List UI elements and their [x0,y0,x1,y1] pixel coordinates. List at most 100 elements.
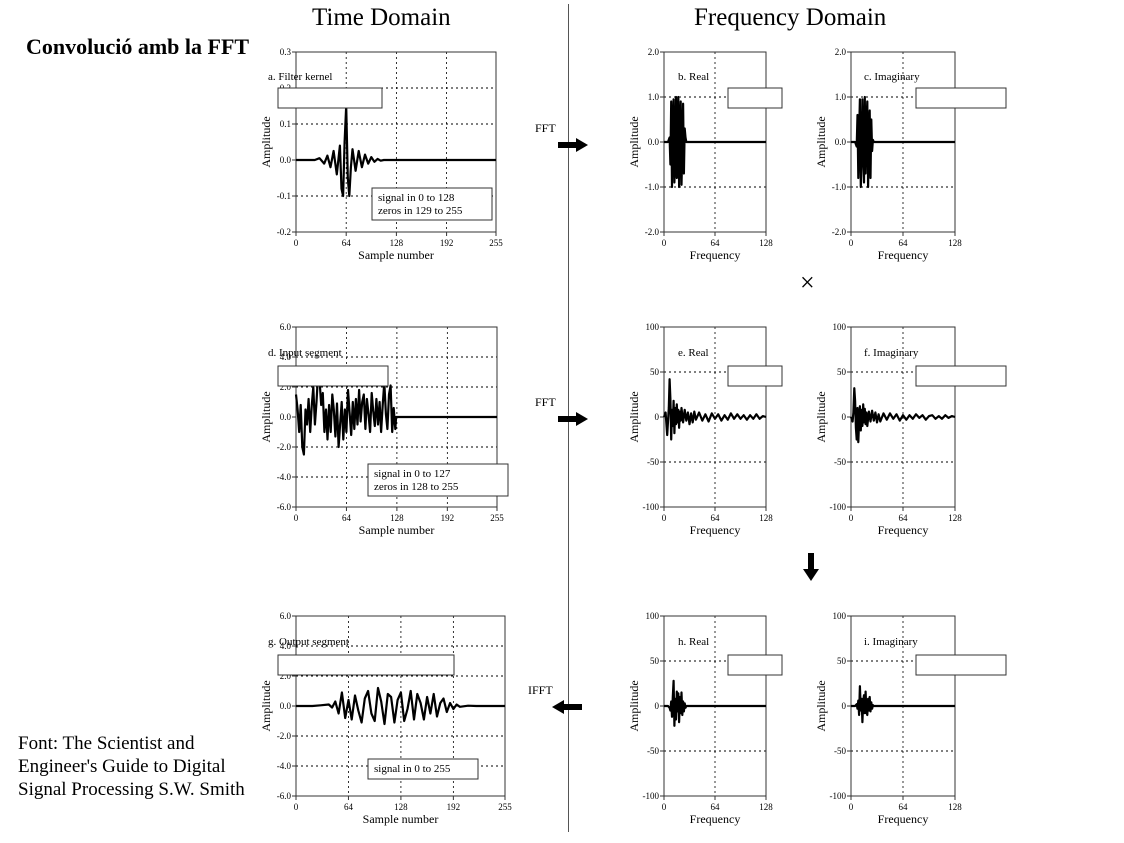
y-tick-label: -50 [834,746,846,756]
slide-title: Convolució amb la FFT [26,34,250,59]
panel-label: b. Real [678,71,709,83]
x-tick-label: 0 [849,802,854,812]
y-tick-label: -2.0 [277,731,292,741]
x-tick-label: 128 [390,238,404,248]
panel-label: c. Imaginary [864,71,920,83]
data-series-line [664,95,766,189]
x-tick-label: 64 [342,238,352,248]
y-tick-label: 0 [842,412,847,422]
x-tick-label: 64 [711,802,721,812]
chart-input-segment: -6.0 -4.0 -2.0 0.0 2.0 4.0 6.0 0 64 128 192 255 Samp… [259,322,509,537]
panel-label-box [915,87,1007,109]
y-axis-label: Amplitude [627,391,641,442]
panel-label-box [915,365,1007,387]
y-axis-label: Amplitude [259,680,273,731]
y-tick-label: -0.2 [277,227,291,237]
x-axis-label: Sample number [363,812,439,826]
multiply-symbol: × [800,268,815,297]
chart-kernel-imaginary: -2.0 -1.0 0.0 1.0 2.0 0 64 128 Frequency Amplitud… [814,47,1007,262]
panel-label-box [915,654,1007,676]
panel-label: i. Imaginary [864,636,918,648]
note-text: signal in 0 to 128 [378,192,455,204]
y-tick-label: 100 [833,322,847,332]
y-tick-label: -100 [830,502,847,512]
y-tick-label: 2.0 [648,47,660,57]
y-tick-label: 0 [655,412,660,422]
x-tick-label: 64 [899,513,909,523]
note-text: signal in 0 to 127 [374,468,451,480]
x-tick-label: 128 [759,802,773,812]
y-tick-label: -2.0 [277,442,292,452]
x-tick-label: 0 [294,238,299,248]
y-tick-label: -6.0 [277,502,292,512]
chart-kernel-real: -2.0 -1.0 0.0 1.0 2.0 0 64 128 Frequency Amplitud… [627,47,783,262]
panel-label: g. Output segment [268,636,349,648]
time-domain-heading: Time Domain [312,4,451,31]
arrow-right-icon [558,138,588,152]
panel-label: f. Imaginary [864,347,919,359]
y-tick-label: -50 [834,457,846,467]
y-tick-label: 0 [842,701,847,711]
x-tick-label: 255 [498,802,512,812]
x-tick-label: 255 [490,513,504,523]
x-tick-label: 192 [447,802,461,812]
x-axis-label: Frequency [878,523,929,537]
note-text: zeros in 128 to 255 [374,481,459,493]
x-tick-label: 255 [489,238,503,248]
y-tick-label: -6.0 [277,791,292,801]
y-tick-label: -4.0 [277,761,292,771]
frequency-domain-heading: Frequency Domain [694,4,887,31]
data-series-line [849,387,956,444]
x-axis-label: Frequency [690,523,741,537]
panel-label-box [727,365,783,387]
y-tick-label: -50 [647,746,659,756]
y-tick-label: 0.0 [280,701,292,711]
fft-label-middle: FFT [535,395,556,409]
chart-output-segment: -6.0 -4.0 -2.0 0.0 2.0 4.0 6.0 0 64 128 192 255 Samp… [259,611,512,826]
x-axis-label: Sample number [358,248,434,262]
data-series-line [294,372,497,456]
y-axis-label: Amplitude [814,391,828,442]
y-tick-label: 4.0 [280,641,292,651]
panel-label-box [277,654,455,676]
x-axis-label: Frequency [878,248,929,262]
y-tick-label: 0.0 [835,137,847,147]
y-tick-label: -100 [830,791,847,801]
y-tick-label: 6.0 [280,611,292,621]
y-tick-label: 4.0 [280,352,292,362]
y-tick-label: 0.0 [648,137,660,147]
y-tick-label: -100 [643,502,660,512]
ifft-label: IFFT [528,683,553,697]
chart-output-real: -100 -50 0 50 100 0 64 128 Frequency Amplitude h. … [627,611,783,826]
note-text: signal in 0 to 255 [374,763,451,775]
x-tick-label: 64 [344,802,354,812]
y-tick-label: 0.3 [280,47,292,57]
source-credit: Font: The Scientist and Engineer's Guide… [18,733,245,800]
x-tick-label: 0 [294,802,299,812]
x-tick-label: 64 [711,513,721,523]
x-tick-label: 192 [441,513,455,523]
y-tick-label: 2.0 [835,47,847,57]
panel-label-box [727,654,783,676]
y-tick-label: 2.0 [280,382,292,392]
y-tick-label: 0 [655,701,660,711]
x-tick-label: 0 [849,513,854,523]
x-tick-label: 64 [711,238,721,248]
x-tick-label: 128 [759,513,773,523]
note-text: zeros in 129 to 255 [378,205,463,217]
x-tick-label: 64 [899,238,909,248]
data-series-line [851,685,955,724]
note-box [371,187,493,221]
data-series-line [664,679,766,727]
x-tick-label: 128 [948,238,962,248]
y-axis-label: Amplitude [814,116,828,167]
y-tick-label: 6.0 [280,322,292,332]
panel-label-box [277,365,389,387]
arrow-left-icon [552,700,582,714]
y-tick-label: 50 [837,656,847,666]
y-axis-label: Amplitude [627,116,641,167]
data-series-line [296,686,505,726]
chart-input-imaginary: -100 -50 0 50 100 0 64 128 Frequency Amplitude f. … [814,322,1007,537]
y-tick-label: -0.1 [277,191,291,201]
